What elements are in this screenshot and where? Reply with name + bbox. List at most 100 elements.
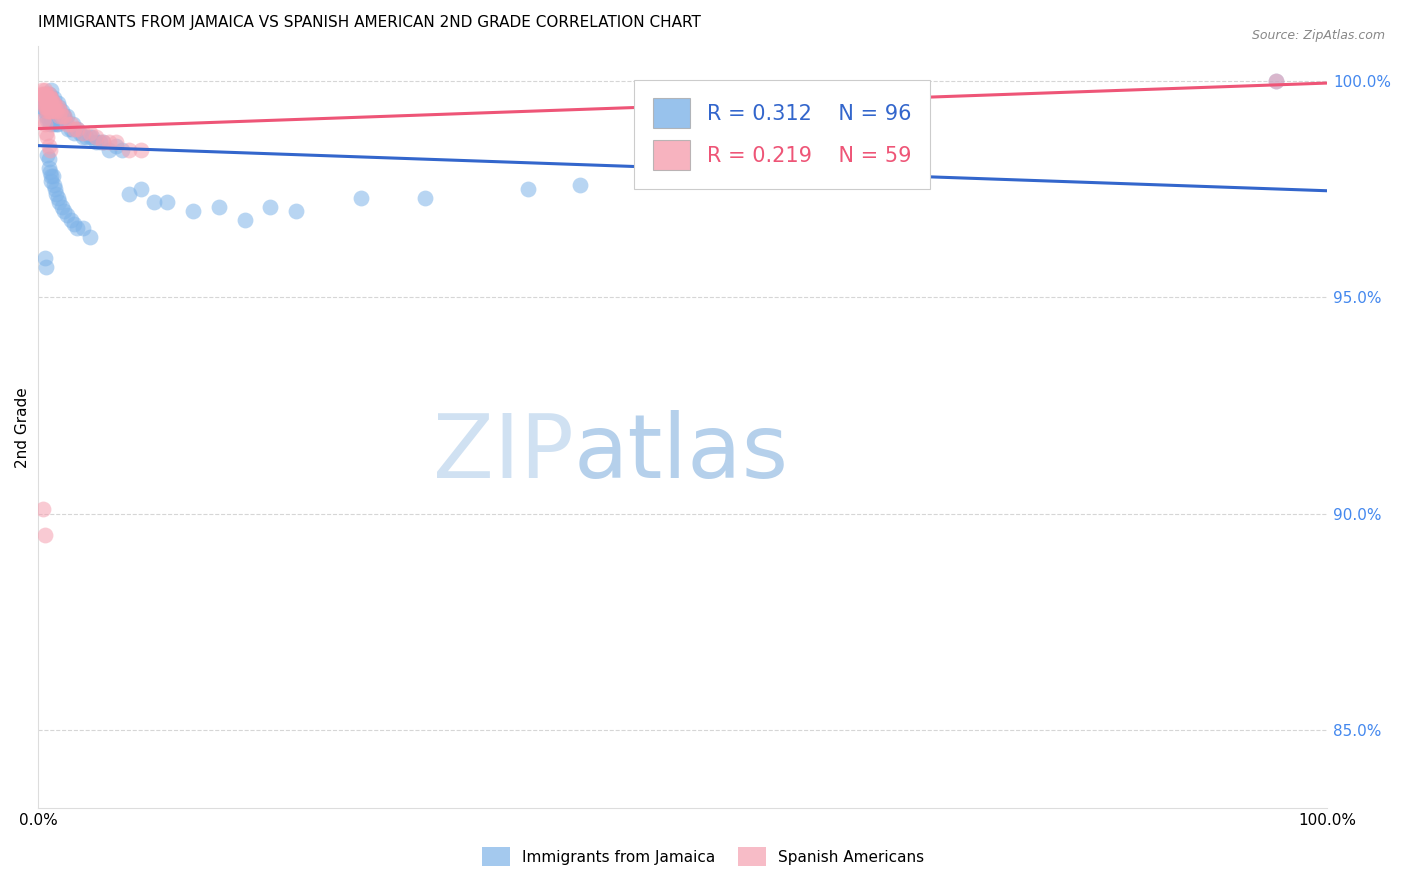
Point xyxy=(156,195,179,210)
Point xyxy=(39,109,62,123)
Point xyxy=(63,217,86,231)
Point xyxy=(45,104,67,119)
Point xyxy=(35,126,58,140)
Point xyxy=(38,87,60,101)
Point xyxy=(42,178,65,192)
Point xyxy=(37,113,59,128)
Point xyxy=(37,104,59,119)
Point xyxy=(34,87,56,101)
Point xyxy=(62,117,84,131)
Point xyxy=(79,230,101,244)
Point xyxy=(34,104,56,119)
Point xyxy=(111,144,134,158)
Point xyxy=(39,165,62,179)
Point xyxy=(75,130,97,145)
Point xyxy=(59,212,82,227)
Point xyxy=(55,117,77,131)
Point xyxy=(48,100,70,114)
Point xyxy=(39,91,62,105)
Point xyxy=(82,130,104,145)
Point xyxy=(38,87,60,101)
Point xyxy=(48,113,70,128)
Point xyxy=(72,221,94,235)
Point xyxy=(41,95,63,110)
Point xyxy=(34,528,56,542)
Point xyxy=(49,104,72,119)
Point xyxy=(52,109,75,123)
Point xyxy=(32,95,55,110)
Point xyxy=(91,135,114,149)
Point xyxy=(46,104,69,119)
Point xyxy=(39,91,62,105)
Point xyxy=(39,91,62,105)
Point xyxy=(59,117,82,131)
Point xyxy=(45,186,67,201)
Point xyxy=(37,147,59,161)
Point xyxy=(41,100,63,114)
Point xyxy=(46,117,69,131)
Point xyxy=(413,191,436,205)
Point xyxy=(117,186,139,201)
Point xyxy=(38,152,60,166)
Point xyxy=(44,100,66,114)
Point xyxy=(35,87,58,101)
Point xyxy=(37,130,59,145)
Point xyxy=(39,173,62,187)
Point xyxy=(39,104,62,119)
Point xyxy=(66,121,89,136)
Point xyxy=(37,100,59,114)
Point xyxy=(31,83,53,97)
Point xyxy=(42,100,65,114)
Point xyxy=(51,104,73,119)
Point xyxy=(143,195,166,210)
Point xyxy=(63,121,86,136)
Point xyxy=(34,83,56,97)
Point xyxy=(104,135,127,149)
Point xyxy=(39,95,62,110)
Point xyxy=(42,95,65,110)
Point xyxy=(38,95,60,110)
Point xyxy=(38,113,60,128)
Text: Source: ZipAtlas.com: Source: ZipAtlas.com xyxy=(1251,29,1385,43)
Point xyxy=(56,121,79,136)
Point xyxy=(35,91,58,105)
Point xyxy=(72,130,94,145)
Point xyxy=(42,91,65,105)
Point xyxy=(79,130,101,145)
Point xyxy=(34,91,56,105)
Point xyxy=(31,100,53,114)
Point xyxy=(39,169,62,184)
Point xyxy=(39,144,62,158)
Y-axis label: 2nd Grade: 2nd Grade xyxy=(15,387,30,467)
Point xyxy=(39,95,62,110)
Point xyxy=(86,135,108,149)
Point xyxy=(1264,74,1286,88)
Point xyxy=(1264,74,1286,88)
Point xyxy=(55,109,77,123)
Point xyxy=(45,117,67,131)
Point xyxy=(568,178,591,192)
Point xyxy=(39,83,62,97)
Point xyxy=(41,169,63,184)
Point xyxy=(41,95,63,110)
Point xyxy=(46,95,69,110)
Point xyxy=(72,126,94,140)
Point xyxy=(51,109,73,123)
Point xyxy=(45,104,67,119)
Point xyxy=(34,252,56,266)
Point xyxy=(131,144,153,158)
Point xyxy=(48,195,70,210)
Point xyxy=(32,113,55,128)
Point xyxy=(35,95,58,110)
Point xyxy=(31,87,53,101)
Point xyxy=(41,104,63,119)
Point xyxy=(46,100,69,114)
Point xyxy=(39,100,62,114)
Point xyxy=(37,104,59,119)
Point xyxy=(59,121,82,136)
Point xyxy=(51,113,73,128)
Point xyxy=(35,100,58,114)
Point xyxy=(285,203,308,218)
Point xyxy=(34,100,56,114)
Point xyxy=(259,200,281,214)
